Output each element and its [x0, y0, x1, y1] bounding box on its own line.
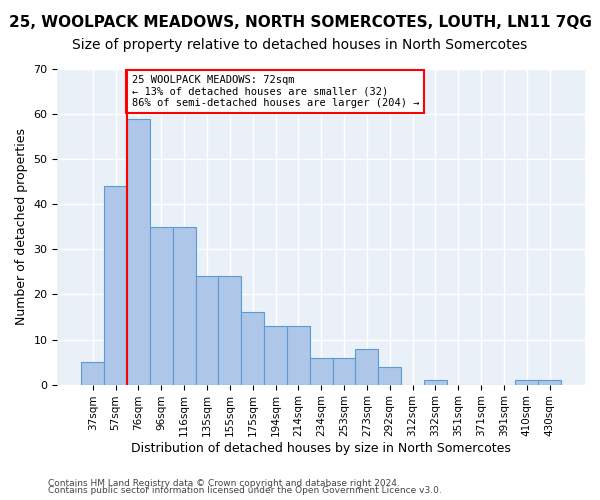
Bar	[82, 362, 104, 384]
Bar	[127, 118, 150, 384]
Bar	[173, 227, 196, 384]
Text: Contains public sector information licensed under the Open Government Licence v3: Contains public sector information licen…	[48, 486, 442, 495]
Text: 25, WOOLPACK MEADOWS, NORTH SOMERCOTES, LOUTH, LN11 7QG: 25, WOOLPACK MEADOWS, NORTH SOMERCOTES, …	[8, 15, 592, 30]
Bar	[310, 358, 332, 384]
Bar	[515, 380, 538, 384]
Bar	[332, 358, 355, 384]
Bar	[538, 380, 561, 384]
X-axis label: Distribution of detached houses by size in North Somercotes: Distribution of detached houses by size …	[131, 442, 511, 455]
Bar	[218, 276, 241, 384]
Bar	[355, 348, 379, 384]
Bar	[264, 326, 287, 384]
Y-axis label: Number of detached properties: Number of detached properties	[15, 128, 28, 326]
Text: 25 WOOLPACK MEADOWS: 72sqm
← 13% of detached houses are smaller (32)
86% of semi: 25 WOOLPACK MEADOWS: 72sqm ← 13% of deta…	[131, 75, 419, 108]
Text: Contains HM Land Registry data © Crown copyright and database right 2024.: Contains HM Land Registry data © Crown c…	[48, 478, 400, 488]
Bar	[150, 227, 173, 384]
Bar	[196, 276, 218, 384]
Text: Size of property relative to detached houses in North Somercotes: Size of property relative to detached ho…	[73, 38, 527, 52]
Bar	[424, 380, 447, 384]
Bar	[241, 312, 264, 384]
Bar	[287, 326, 310, 384]
Bar	[379, 366, 401, 384]
Bar	[104, 186, 127, 384]
